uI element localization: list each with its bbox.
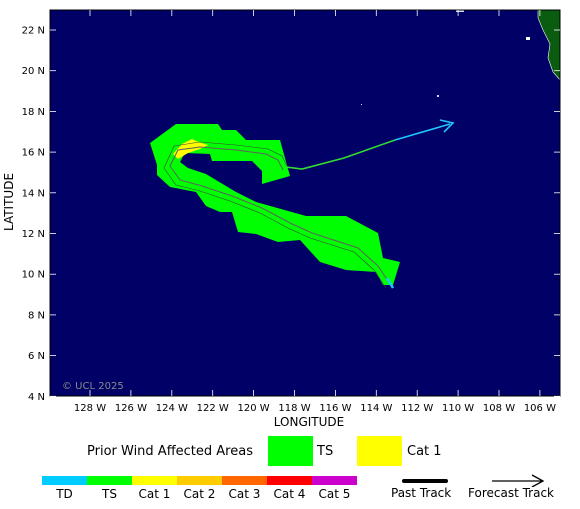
forecast-track-label: Forecast Track bbox=[468, 486, 554, 500]
past-track-swatch bbox=[402, 479, 448, 483]
scale-swatch-cat-1 bbox=[132, 476, 177, 485]
longitude-axis: 128 W 126 W 124 W 122 W 120 W 118 W 116 W 114 W… bbox=[74, 10, 556, 414]
lat-tick-label: 10 N bbox=[22, 270, 45, 281]
past-track bbox=[169, 146, 391, 285]
island bbox=[361, 104, 362, 105]
past-track-label: Past Track bbox=[391, 486, 452, 500]
latitude-axis: 22 N 20 N 18 N 16 N 14 N 12 N 10 N 8 N 6 N 4 N bbox=[22, 26, 560, 403]
scale-swatch-cat-4 bbox=[267, 476, 312, 485]
lat-tick-label: 22 N bbox=[22, 26, 45, 37]
map-frame bbox=[49, 9, 561, 397]
lat-tick-label: 12 N bbox=[22, 229, 45, 240]
scale-label: Cat 5 bbox=[318, 487, 351, 501]
scale-label: Cat 2 bbox=[183, 487, 216, 501]
lat-tick-label: 20 N bbox=[22, 66, 45, 77]
ts-area-label: TS bbox=[317, 444, 334, 459]
lat-tick-label: 8 N bbox=[28, 310, 45, 321]
track-td-segment bbox=[385, 277, 395, 289]
lat-tick-label: 18 N bbox=[22, 107, 45, 118]
lat-tick-label: 4 N bbox=[28, 392, 45, 403]
island bbox=[526, 37, 530, 40]
copyright-text: © UCL 2025 bbox=[62, 381, 124, 392]
lon-tick-label: 116 W bbox=[319, 403, 351, 414]
cat1-wind-area bbox=[173, 139, 208, 159]
prior-wind-legend-title: Prior Wind Affected Areas bbox=[87, 444, 253, 459]
scale-label: Cat 3 bbox=[228, 487, 261, 501]
lat-tick-label: 6 N bbox=[28, 351, 45, 362]
forecast-track-line-td bbox=[394, 123, 451, 141]
lon-tick-label: 128 W bbox=[74, 403, 106, 414]
forecast-track-line-ts bbox=[285, 139, 396, 170]
cat1-area-label: Cat 1 bbox=[407, 444, 442, 459]
scale-label: TD bbox=[56, 487, 73, 501]
lon-tick-label: 122 W bbox=[197, 403, 229, 414]
scale-swatch-ts bbox=[87, 476, 132, 485]
longitude-axis-title: LONGITUDE bbox=[274, 415, 344, 429]
lon-tick-label: 114 W bbox=[360, 403, 392, 414]
lon-tick-label: 118 W bbox=[278, 403, 310, 414]
lon-tick-label: 120 W bbox=[238, 403, 270, 414]
lon-tick-label: 124 W bbox=[156, 403, 188, 414]
scale-swatch-cat-5 bbox=[312, 476, 357, 485]
scale-label: TS bbox=[102, 487, 117, 501]
scale-label: Cat 4 bbox=[273, 487, 306, 501]
forecast-track-swatch bbox=[492, 474, 545, 487]
lat-tick-label: 16 N bbox=[22, 148, 45, 159]
cat1-area-swatch bbox=[357, 436, 402, 466]
island bbox=[456, 10, 464, 12]
latitude-axis-title: LATITUDE bbox=[2, 173, 16, 231]
ts-wind-area bbox=[150, 124, 400, 285]
scale-swatch-cat-2 bbox=[177, 476, 222, 485]
past-track-edge bbox=[163, 141, 387, 289]
lon-tick-label: 126 W bbox=[115, 403, 147, 414]
lat-tick-label: 14 N bbox=[22, 188, 45, 199]
lon-tick-label: 108 W bbox=[483, 403, 515, 414]
ts-area-swatch bbox=[268, 436, 313, 466]
ocean-area bbox=[50, 10, 560, 396]
lon-tick-label: 112 W bbox=[401, 403, 433, 414]
island bbox=[437, 95, 439, 97]
forecast-track-arrowhead bbox=[439, 119, 455, 133]
lon-tick-label: 110 W bbox=[442, 403, 474, 414]
scale-swatch-td bbox=[42, 476, 87, 485]
scale-swatch-cat-3 bbox=[222, 476, 267, 485]
scale-label: Cat 1 bbox=[138, 487, 171, 501]
lon-tick-label: 106 W bbox=[524, 403, 556, 414]
